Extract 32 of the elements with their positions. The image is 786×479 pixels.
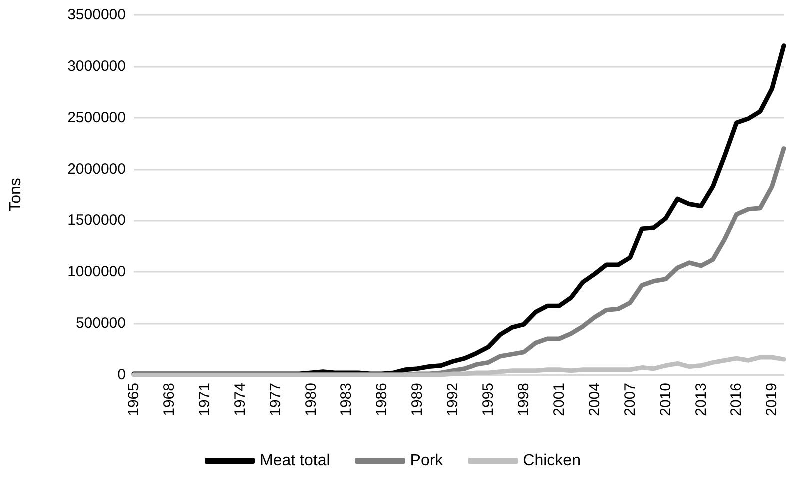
x-tick-label: 2019 <box>764 383 781 416</box>
y-tick-label: 2500000 <box>68 109 126 126</box>
x-tick-label: 1986 <box>374 383 391 416</box>
y-tick-label: 3500000 <box>68 6 126 24</box>
x-tick-label: 1995 <box>480 383 498 416</box>
x-tick-label: 1992 <box>444 383 462 416</box>
legend-label: Pork <box>410 452 444 470</box>
x-tick-label: 1989 <box>409 383 426 416</box>
y-tick-label: 0 <box>118 366 126 384</box>
y-tick-label: 1500000 <box>68 212 126 230</box>
x-tick-label: 2007 <box>622 383 639 416</box>
x-tick-label: 1974 <box>232 383 249 416</box>
x-tick-label: 1977 <box>267 383 284 416</box>
y-tick-label: 1000000 <box>68 264 126 281</box>
x-tick-label: 1983 <box>338 383 356 416</box>
x-tick-label: 2010 <box>657 383 674 416</box>
x-tick-label: 2001 <box>550 383 568 416</box>
x-tick-label: 2004 <box>586 383 604 416</box>
y-tick-label: 2000000 <box>68 160 126 178</box>
x-tick-label: 2016 <box>728 383 746 416</box>
legend-label: Chicken <box>523 452 581 470</box>
y-tick-label: 3000000 <box>68 58 126 75</box>
x-tick-label: 1965 <box>126 383 142 416</box>
x-tick-label: 1980 <box>302 383 320 416</box>
x-tick-label: 1971 <box>196 383 214 416</box>
x-tick-label: 1968 <box>160 383 178 416</box>
y-axis-title: Tons <box>8 178 24 212</box>
y-tick-label: 500000 <box>76 315 126 332</box>
x-tick-label: 1998 <box>516 383 532 416</box>
legend-label: Meat total <box>260 452 330 470</box>
line-series <box>132 355 786 378</box>
x-tick-label: 2013 <box>692 383 710 416</box>
